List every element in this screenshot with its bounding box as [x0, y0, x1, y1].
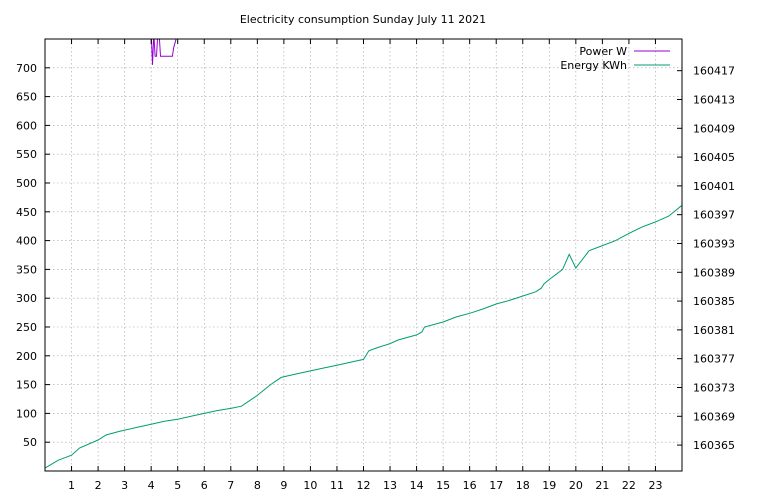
x-tick-label: 17 [489, 479, 503, 492]
chart-title: Electricity consumption Sunday July 11 2… [240, 13, 486, 26]
y-right-tick-label: 160369 [693, 410, 735, 423]
y-left-tick-label: 450 [16, 206, 37, 219]
y-right-tick-label: 160409 [693, 122, 735, 135]
y-left-tick-label: 650 [16, 91, 37, 104]
x-tick-label: 2 [95, 479, 102, 492]
y-right-tick-label: 160393 [693, 237, 735, 250]
x-tick-label: 9 [280, 479, 287, 492]
y-right-tick-label: 160381 [693, 324, 735, 337]
grid [45, 39, 682, 471]
x-tick-label: 12 [357, 479, 371, 492]
legend-label-power: Power W [579, 45, 627, 58]
y-right-tick-label: 160401 [693, 180, 735, 193]
legend-label-energy: Energy KWh [560, 59, 627, 72]
y-left-tick-label: 500 [16, 177, 37, 190]
x-tick-label: 8 [254, 479, 261, 492]
x-tick-label: 22 [622, 479, 636, 492]
x-tick-label: 10 [303, 479, 317, 492]
y-right-tick-label: 160377 [693, 353, 735, 366]
x-tick-label: 15 [436, 479, 450, 492]
x-tick-label: 16 [463, 479, 477, 492]
y-right-tick-label: 160397 [693, 209, 735, 222]
x-tick-label: 7 [227, 479, 234, 492]
x-tick-label: 5 [174, 479, 181, 492]
y-left-tick-label: 150 [16, 379, 37, 392]
series-line-energy [45, 204, 682, 469]
x-tick-label: 20 [569, 479, 583, 492]
plot-area [45, 39, 682, 469]
x-tick-label: 23 [648, 479, 662, 492]
y-left-tick-label: 400 [16, 235, 37, 248]
y-left-tick-label: 300 [16, 292, 37, 305]
x-tick-label: 19 [542, 479, 556, 492]
x-tick-label: 21 [595, 479, 609, 492]
y-right-tick-label: 160385 [693, 295, 735, 308]
y-left-tick-label: 700 [16, 62, 37, 75]
x-tick-label: 18 [516, 479, 530, 492]
y-left-tick-label: 350 [16, 263, 37, 276]
y-left-tick-label: 250 [16, 321, 37, 334]
x-tick-label: 13 [383, 479, 397, 492]
y-right-tick-label: 160417 [693, 65, 735, 78]
x-tick-label: 1 [68, 479, 75, 492]
y-right-tick-label: 160405 [693, 151, 735, 164]
y-left-tick-label: 550 [16, 148, 37, 161]
y-left-tick-label: 200 [16, 350, 37, 363]
y-left-tick-label: 100 [16, 407, 37, 420]
series-line-power [150, 39, 177, 65]
y-right-tick-label: 160413 [693, 93, 735, 106]
x-tick-label: 3 [121, 479, 128, 492]
x-tick-label: 14 [410, 479, 424, 492]
x-tick-label: 4 [148, 479, 155, 492]
y-left-tick-label: 600 [16, 119, 37, 132]
y-right-tick-label: 160365 [693, 439, 735, 452]
y-left-tick-label: 50 [23, 436, 37, 449]
y-right-tick-label: 160373 [693, 381, 735, 394]
axis-ticks: 1 2 3 4 5 6 7 8 9 10 11 12 13 14 15 16 17 18 19 20 21 22 23501… [16, 39, 735, 492]
legend: Power W Energy KWh [560, 45, 670, 72]
y-right-tick-label: 160389 [693, 266, 735, 279]
x-tick-label: 11 [330, 479, 344, 492]
x-tick-label: 6 [201, 479, 208, 492]
